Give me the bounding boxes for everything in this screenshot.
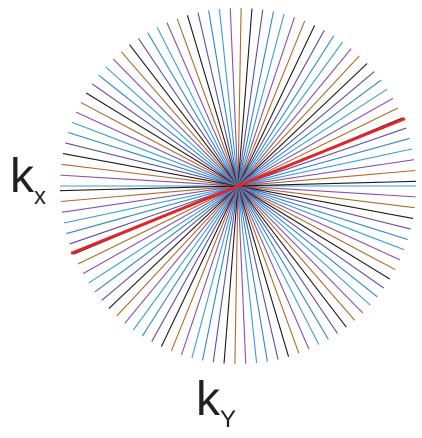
kx-axis-label: kx [10,150,46,210]
kx-subscript: x [34,183,46,210]
ky-subscript: Y [220,406,236,433]
highlighted-spoke [70,117,406,255]
ky-axis-label: kY [196,373,236,433]
highlighted-spoke-group [70,117,406,255]
ky-main: k [196,373,221,426]
kx-main: k [10,150,35,203]
